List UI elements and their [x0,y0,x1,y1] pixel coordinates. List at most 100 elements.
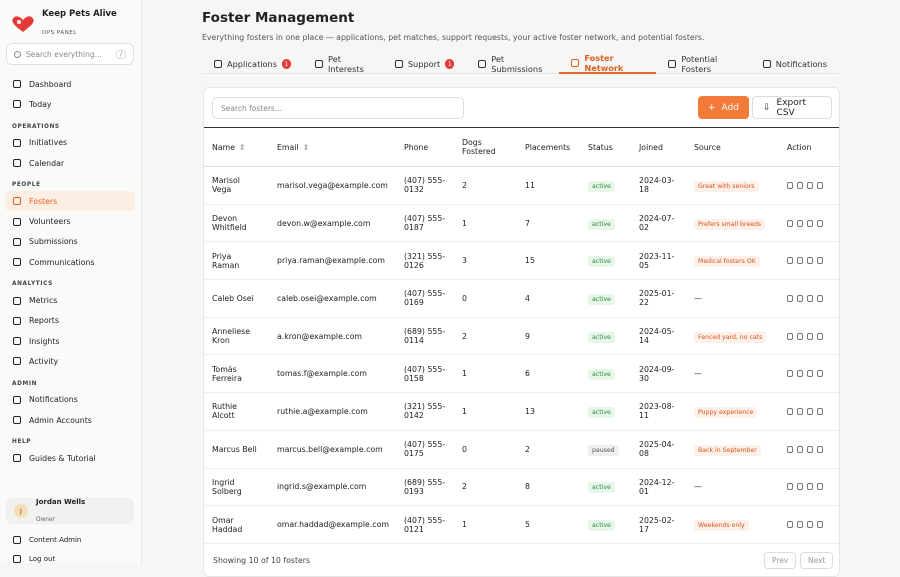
action-icon[interactable] [817,294,823,302]
action-icon[interactable] [797,370,803,378]
action-icon[interactable] [787,407,793,415]
table-cell: caleb.osei@example.com [269,279,396,318]
cell-text: tomas.f@example.com [277,369,367,379]
footer-link[interactable]: Content Admin [5,530,135,550]
table-row: Anneliese Kron a.kron@example.com (689) 55… [204,317,839,356]
export-button[interactable]: ⇩ Export CSV [752,96,832,119]
nav-item[interactable]: Notifications [5,390,135,410]
nav-item[interactable]: Today [5,94,135,114]
tab[interactable]: Support 1 [383,54,466,74]
action-icon[interactable] [787,445,793,453]
pagination-summary: Showing 10 of 10 fosters [213,556,311,565]
column-header[interactable]: Name ⇕ [204,127,269,167]
prev-button[interactable]: Prev [764,552,797,569]
tab[interactable]: Pet Submissions [466,54,559,74]
cell-text: priya.raman@example.com [277,256,385,266]
action-icon[interactable] [807,181,813,189]
nav-item[interactable]: Activity [5,351,135,371]
nav-label: Notifications [29,395,78,405]
tabs: Applications 1 Pet Interests Support 1 Pet Su… [202,53,839,74]
table-cell: 8 [517,468,580,507]
column-label: Name [212,142,236,152]
cell-text: (407) 555-0175 [404,440,446,459]
nav-item[interactable]: Initiatives [5,133,135,153]
cell-text: Omar Haddad [212,515,243,534]
action-icon[interactable] [807,407,813,415]
action-icon[interactable] [797,257,803,265]
action-icon[interactable] [787,257,793,265]
action-icon[interactable] [817,370,823,378]
action-icon[interactable] [787,483,793,491]
tab[interactable]: Applications 1 [202,54,303,74]
nav-item[interactable]: Submissions [5,232,135,252]
action-icon[interactable] [807,219,813,227]
action-icon[interactable] [817,257,823,265]
action-icon[interactable] [787,219,793,227]
table-row: Devon Whitfield devon.w@example.com (407) … [204,204,839,243]
nav-item[interactable]: Admin Accounts [5,410,135,430]
action-icon[interactable] [797,521,803,529]
tab[interactable]: Potential Fosters [656,54,750,74]
action-icon[interactable] [797,407,803,415]
table-row: Marisol Vega marisol.vega@example.com (407… [204,166,839,205]
table-cell: active [580,392,631,431]
user-name: Jordan Wells [36,497,86,506]
global-search[interactable]: Search everything... / [6,43,134,65]
action-icon[interactable] [797,219,803,227]
nav-item[interactable]: Dashboard [5,74,135,94]
action-icon[interactable] [817,521,823,529]
brand: Keep Pets Alive OPS PANEL [10,9,117,38]
add-button[interactable]: + Add [698,96,749,119]
nav-item[interactable]: Communications [5,252,135,272]
action-icon[interactable] [797,332,803,340]
action-icon[interactable] [817,407,823,415]
action-icon[interactable] [787,521,793,529]
nav-item[interactable]: Guides & Tutorial [5,448,135,468]
table-cell: 1 [454,505,517,544]
nav-item[interactable]: Calendar [5,153,135,173]
action-icon[interactable] [807,483,813,491]
row-actions [787,445,833,453]
action-icon[interactable] [807,257,813,265]
action-icon[interactable] [817,219,823,227]
action-icon[interactable] [817,332,823,340]
nav-item[interactable]: Metrics [5,290,135,310]
action-icon[interactable] [797,294,803,302]
action-icon[interactable] [817,483,823,491]
action-icon[interactable] [807,521,813,529]
nav-item[interactable]: Fosters [5,191,135,212]
action-icon[interactable] [797,445,803,453]
nav-section-title: HELP [12,439,32,446]
footer-link[interactable]: Log out [5,550,135,570]
nav-item[interactable]: Insights [5,331,135,351]
foster-search[interactable]: Search fosters... [212,97,464,119]
tab[interactable]: Foster Network [559,53,657,74]
nav-item[interactable]: Reports [5,311,135,331]
action-icon[interactable] [787,181,793,189]
next-button[interactable]: Next [800,552,834,569]
action-icon[interactable] [807,332,813,340]
action-icon[interactable] [787,294,793,302]
table-cell: 5 [517,505,580,544]
user-card[interactable]: J Jordan Wells Owner [6,498,134,524]
nav-label: Activity [29,356,59,366]
column-header: Dogs Fostered [454,127,517,167]
action-icon[interactable] [797,181,803,189]
column-header[interactable]: Email ⇕ [269,127,396,167]
table-cell: 2024-12-01 [631,468,686,507]
row-actions [787,483,833,491]
footer-label: Log out [29,555,56,564]
action-icon[interactable] [817,181,823,189]
action-icon[interactable] [797,483,803,491]
nav-label: Submissions [29,237,78,247]
nav-item[interactable]: Volunteers [5,211,135,231]
action-icon[interactable] [807,370,813,378]
action-icon[interactable] [807,445,813,453]
action-icon[interactable] [787,332,793,340]
action-icon[interactable] [807,294,813,302]
tab[interactable]: Notifications [751,54,839,74]
action-icon[interactable] [787,370,793,378]
column-label: Phone [404,142,429,152]
tab[interactable]: Pet Interests [303,54,383,74]
action-icon[interactable] [817,445,823,453]
